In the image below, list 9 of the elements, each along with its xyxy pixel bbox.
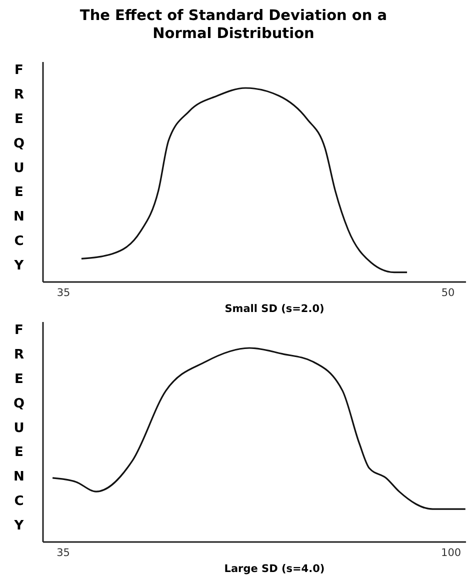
x-axis-title: Small SD (s=2.0) [224, 303, 324, 315]
x-axis-title: Large SD (s=4.0) [224, 563, 325, 575]
text: FREQUENCY [13, 63, 25, 274]
chart-title: The Effect of Standard Deviation on a Normal Distribution [80, 8, 388, 42]
text: FREQUENCY [13, 323, 25, 534]
x-tick-label: 35 [56, 547, 70, 559]
x-tick-label: 50 [441, 287, 455, 299]
x-tick-label: 35 [56, 287, 70, 299]
x-tick-label: 100 [441, 547, 462, 559]
